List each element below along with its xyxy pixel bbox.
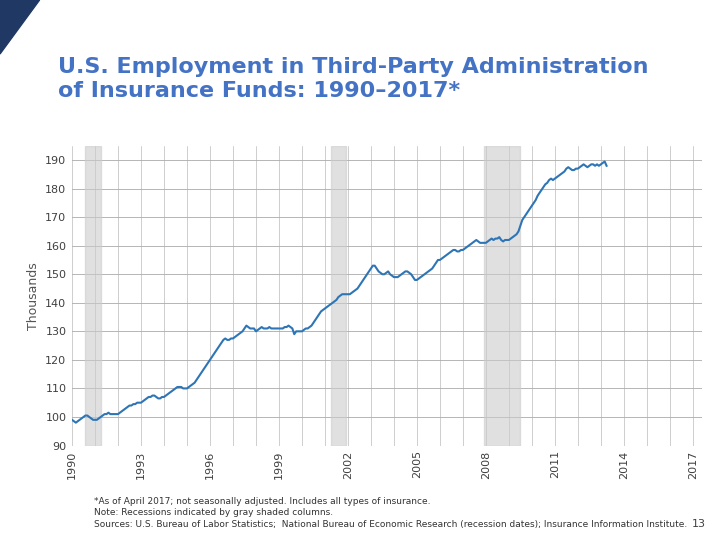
Bar: [50, 497, 55, 526]
Text: *As of April 2017; not seasonally adjusted. Includes all types of insurance.
Not: *As of April 2017; not seasonally adjust…: [94, 497, 687, 529]
Bar: [484, 146, 521, 446]
Text: U.S. Employment in Third-Party Administration
of Insurance Funds: 1990–2017*: U.S. Employment in Third-Party Administr…: [58, 57, 648, 100]
Bar: [32, 497, 36, 526]
Bar: [41, 497, 46, 526]
Bar: [86, 146, 101, 446]
Text: 13: 13: [692, 519, 706, 529]
Bar: [330, 146, 346, 446]
Y-axis label: Thousands: Thousands: [27, 262, 40, 329]
